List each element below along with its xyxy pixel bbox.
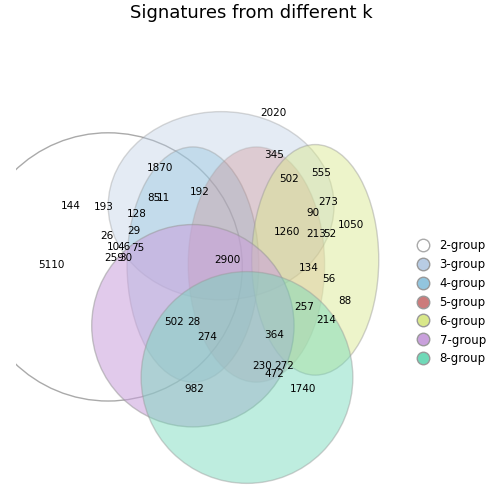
Text: 46: 46 (117, 242, 131, 251)
Text: 90: 90 (306, 208, 320, 218)
Ellipse shape (108, 111, 334, 300)
Text: 214: 214 (316, 315, 336, 325)
Text: 1870: 1870 (147, 163, 173, 173)
Text: 555: 555 (311, 168, 331, 178)
Title: Signatures from different k: Signatures from different k (131, 4, 373, 22)
Text: 257: 257 (294, 302, 314, 312)
Text: 364: 364 (265, 330, 284, 340)
Text: 85: 85 (147, 193, 160, 203)
Text: 1260: 1260 (274, 227, 300, 236)
Ellipse shape (127, 147, 259, 382)
Text: 30: 30 (119, 253, 132, 263)
Text: 134: 134 (299, 263, 319, 273)
Text: 2020: 2020 (260, 108, 286, 118)
Text: 1740: 1740 (290, 384, 317, 394)
Ellipse shape (251, 145, 379, 375)
Ellipse shape (188, 147, 325, 382)
Text: 193: 193 (94, 202, 113, 212)
Text: 1050: 1050 (337, 220, 364, 229)
Text: 5110: 5110 (38, 260, 65, 270)
Text: 128: 128 (127, 209, 147, 219)
Text: 213: 213 (307, 229, 327, 239)
Text: 88: 88 (338, 296, 351, 306)
Text: 502: 502 (280, 174, 299, 184)
Circle shape (92, 225, 294, 427)
Text: 11: 11 (157, 193, 170, 203)
Text: 56: 56 (322, 274, 335, 284)
Text: 10: 10 (107, 242, 120, 251)
Text: 230: 230 (252, 361, 272, 371)
Text: 273: 273 (319, 198, 338, 208)
Text: 982: 982 (184, 384, 204, 394)
Text: 26: 26 (100, 231, 113, 241)
Text: 259: 259 (104, 253, 124, 263)
Text: 144: 144 (60, 201, 81, 211)
Legend: 2-group, 3-group, 4-group, 5-group, 6-group, 7-group, 8-group: 2-group, 3-group, 4-group, 5-group, 6-gr… (406, 234, 490, 370)
Text: 502: 502 (164, 317, 184, 327)
Text: 345: 345 (265, 150, 284, 160)
Text: 2900: 2900 (214, 255, 240, 265)
Text: 272: 272 (274, 361, 294, 371)
Text: 192: 192 (190, 186, 210, 197)
Text: 28: 28 (187, 317, 201, 327)
Text: 274: 274 (197, 333, 217, 343)
Text: 52: 52 (323, 229, 336, 239)
Text: 29: 29 (128, 226, 141, 236)
Circle shape (141, 272, 353, 483)
Text: 472: 472 (265, 369, 284, 379)
Text: 75: 75 (131, 242, 145, 253)
